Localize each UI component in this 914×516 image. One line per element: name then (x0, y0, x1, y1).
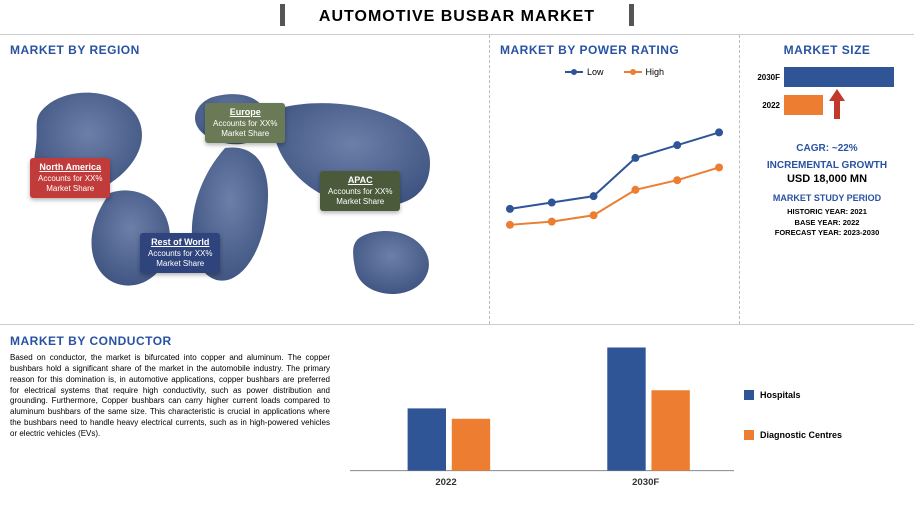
region-panel: MARKET BY REGION North AmericaAccounts f… (0, 35, 490, 324)
growth-label: INCREMENTAL GROWTH (746, 160, 908, 171)
conductor-bar-chart: 2022 2030F (350, 333, 734, 493)
conductor-chart: 2022 2030F (340, 333, 744, 497)
svg-text:2022: 2022 (435, 477, 456, 488)
page-title: AUTOMOTIVE BUSBAR MARKET (0, 0, 914, 35)
up-arrow-icon (829, 89, 845, 122)
size-bar-row: 2030F (746, 63, 908, 91)
top-row: MARKET BY REGION North AmericaAccounts f… (0, 35, 914, 325)
legend-item: High (624, 67, 665, 77)
study-label: MARKET STUDY PERIOD (746, 193, 908, 203)
world-map: North AmericaAccounts for XX%Market Shar… (10, 63, 479, 313)
cagr-text: CAGR: ~22% (746, 143, 908, 154)
svg-text:2030F: 2030F (632, 477, 659, 488)
legend-item: Diagnostic Centres (744, 430, 904, 440)
study-line: BASE YEAR: 2022 (746, 218, 908, 229)
conductor-title: MARKET BY CONDUCTOR (10, 333, 330, 349)
region-box: Rest of WorldAccounts for XX%Market Shar… (140, 233, 220, 273)
bottom-row: MARKET BY CONDUCTOR Based on conductor, … (0, 325, 914, 505)
conductor-body: Based on conductor, the market is bifurc… (10, 353, 330, 439)
growth-value: USD 18,000 MN (746, 173, 908, 185)
size-bar-row: 2022 (746, 91, 908, 119)
conductor-text: MARKET BY CONDUCTOR Based on conductor, … (10, 333, 340, 497)
power-panel: MARKET BY POWER RATING Low High (490, 35, 740, 324)
size-bars: 2030F2022 (746, 63, 908, 133)
study-line: HISTORIC YEAR: 2021 (746, 207, 908, 218)
conductor-legend: Hospitals Diagnostic Centres (744, 333, 904, 497)
power-title: MARKET BY POWER RATING (500, 43, 729, 57)
region-box: North AmericaAccounts for XX%Market Shar… (30, 158, 110, 198)
legend-item: Hospitals (744, 390, 904, 400)
power-line-chart (500, 87, 729, 277)
region-box: APACAccounts for XX%Market Share (320, 171, 400, 211)
region-title: MARKET BY REGION (10, 43, 479, 57)
size-panel: MARKET SIZE 2030F2022 CAGR: ~22% INCREME… (740, 35, 914, 324)
legend-item: Low (565, 67, 604, 77)
region-box: EuropeAccounts for XX%Market Share (205, 103, 285, 143)
study-line: FORECAST YEAR: 2023-2030 (746, 228, 908, 239)
power-legend: Low High (500, 67, 729, 77)
size-title: MARKET SIZE (746, 43, 908, 57)
